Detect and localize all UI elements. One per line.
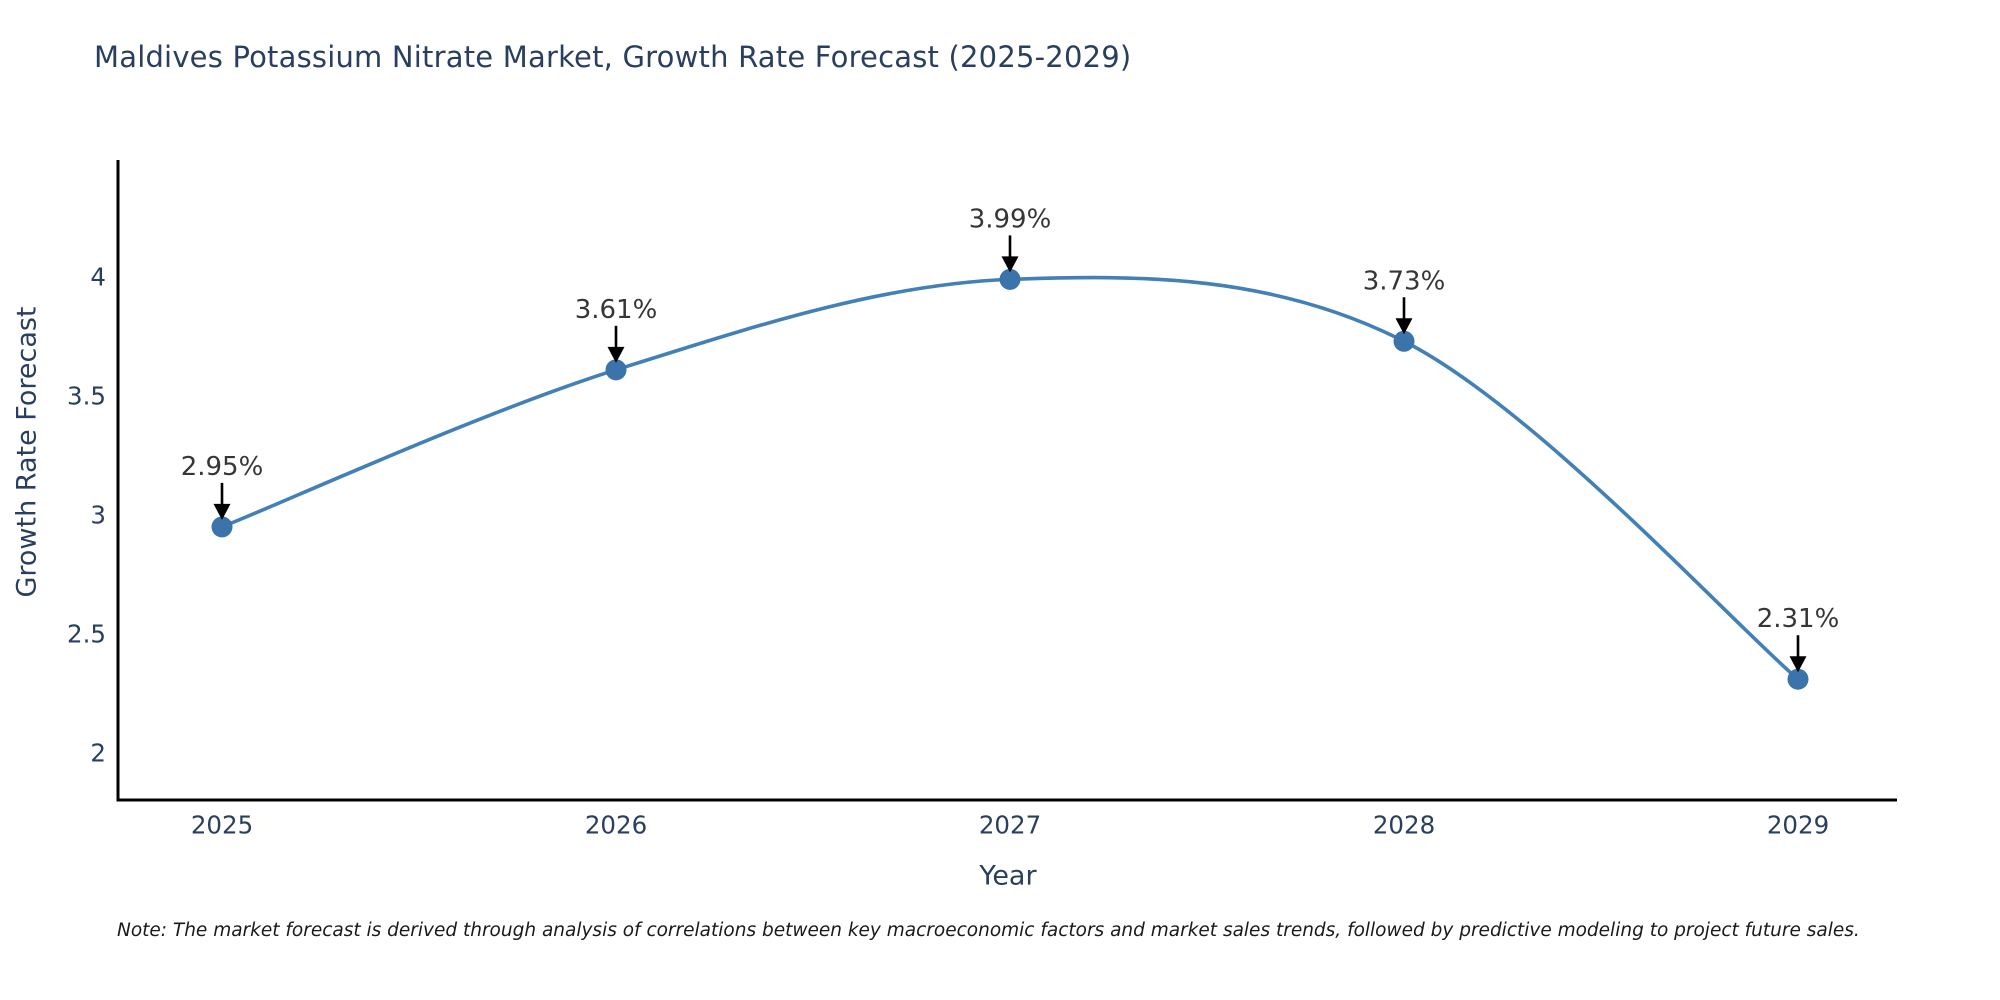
y-tick-label: 3.5 bbox=[67, 382, 106, 411]
footnote: Note: The market forecast is derived thr… bbox=[117, 920, 1860, 941]
y-tick-label: 3 bbox=[90, 501, 106, 530]
annotation-label: 2.95% bbox=[181, 452, 264, 482]
point-annotations: 2.95% 3.61% 3.99% 3.73% 2.31% bbox=[181, 204, 1840, 673]
data-point-marker bbox=[999, 268, 1021, 290]
annotation-arrowhead bbox=[1395, 318, 1413, 335]
data-point-marker bbox=[1393, 330, 1415, 352]
x-tick-label: 2027 bbox=[979, 811, 1041, 840]
data-point-marker bbox=[1787, 668, 1809, 690]
data-point-marker bbox=[605, 359, 627, 381]
x-tick-label: 2026 bbox=[585, 811, 647, 840]
annotation-label: 2.31% bbox=[1757, 604, 1840, 634]
data-point-marker bbox=[211, 516, 233, 538]
annotation-label: 3.99% bbox=[969, 204, 1052, 234]
y-tick-label: 2.5 bbox=[67, 620, 106, 649]
annotation-arrowhead bbox=[213, 503, 231, 520]
x-axis-title: Year bbox=[979, 860, 1037, 892]
annotation-arrowhead bbox=[1789, 656, 1807, 673]
annotation-label: 3.61% bbox=[575, 295, 658, 325]
annotation-label: 3.73% bbox=[1363, 266, 1446, 296]
forecast-line-series bbox=[211, 268, 1809, 690]
annotation-arrowhead bbox=[607, 346, 625, 363]
chart-title: Maldives Potassium Nitrate Market, Growt… bbox=[94, 40, 1132, 74]
y-tick-label: 4 bbox=[90, 263, 106, 292]
x-tick-label: 2029 bbox=[1767, 811, 1829, 840]
x-tick-label: 2028 bbox=[1373, 811, 1435, 840]
x-tick-label: 2025 bbox=[191, 811, 253, 840]
y-tick-label: 2 bbox=[90, 739, 106, 768]
forecast-line bbox=[220, 275, 1800, 682]
tick-labels: 2 2.5 3 3.5 4 2025 2026 2027 2028 2029 bbox=[67, 263, 1829, 840]
annotation-arrowhead bbox=[1001, 256, 1019, 273]
